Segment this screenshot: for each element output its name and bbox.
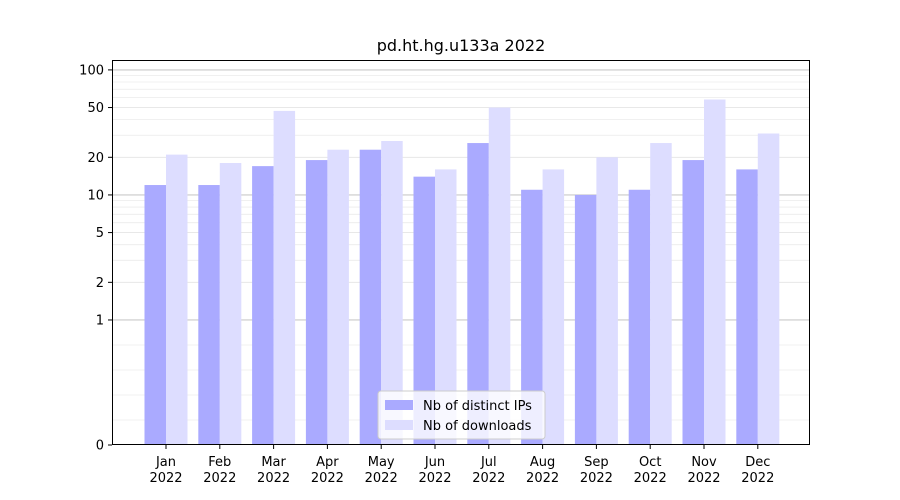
x-tick-label-month: Jul (480, 455, 497, 470)
x-tick-label-year: 2022 (580, 471, 613, 486)
legend-swatch (385, 400, 413, 410)
x-tick-label-month: Aug (530, 455, 555, 470)
x-tick-label-year: 2022 (149, 471, 182, 486)
x-tick-label-month: Jun (424, 455, 445, 470)
x-tick-label-year: 2022 (365, 471, 398, 486)
bar-distinct-ips (467, 143, 489, 445)
bar-downloads (596, 157, 618, 445)
y-tick-label: 10 (87, 188, 104, 203)
legend: Nb of distinct IPs Nb of downloads (377, 390, 546, 440)
bar-distinct-ips (574, 194, 597, 445)
x-tick-label-year: 2022 (472, 471, 505, 486)
x-tick-label-year: 2022 (526, 471, 559, 486)
bar-distinct-ips (198, 185, 220, 445)
y-tick-label: 50 (87, 101, 104, 116)
x-tick-label-month: May (368, 455, 395, 470)
x-tick-label-year: 2022 (418, 471, 451, 486)
bar-distinct-ips (736, 169, 758, 445)
bar-distinct-ips (305, 160, 328, 445)
bar-distinct-ips (521, 189, 543, 445)
chart-title: pd.ht.hg.u133a 2022 (377, 36, 546, 55)
bar-distinct-ips (359, 149, 382, 446)
x-tick-label-month: Apr (316, 455, 339, 470)
x-tick-label-year: 2022 (687, 471, 720, 486)
x-tick-label-year: 2022 (311, 471, 344, 486)
y-tick-label: 0 (96, 439, 104, 454)
y-tick-label: 20 (87, 151, 104, 166)
bar-downloads (488, 107, 511, 446)
bar-downloads (381, 140, 403, 445)
bar-downloads (219, 163, 242, 445)
bar-distinct-ips (144, 185, 166, 445)
bar-downloads (273, 110, 296, 445)
bar-distinct-ips (413, 176, 435, 445)
x-tick-label-year: 2022 (257, 471, 290, 486)
bar-distinct-ips (628, 189, 651, 445)
x-tick-label-month: Dec (745, 455, 770, 470)
y-tick-label: 5 (96, 226, 104, 241)
x-tick-label-month: Oct (639, 455, 661, 470)
x-tick-label-year: 2022 (634, 471, 667, 486)
bar-downloads (435, 169, 457, 445)
legend-label: Nb of distinct IPs (423, 399, 532, 414)
bar-layer (144, 99, 780, 446)
x-tick-label-month: Sep (584, 455, 609, 470)
bar-downloads (757, 133, 780, 445)
bar-downloads (327, 149, 349, 446)
y-tick-label: 2 (96, 276, 104, 291)
bar-downloads (166, 154, 188, 446)
x-tick-label-year: 2022 (741, 471, 774, 486)
x-tick-label-month: Mar (261, 455, 286, 470)
y-axis: 0 1 2 5 10 20 50 100 (79, 63, 112, 454)
x-tick-label-month: Jan (155, 455, 176, 470)
bar-downloads (542, 169, 565, 445)
x-tick-label-month: Nov (691, 455, 717, 470)
legend-label: Nb of downloads (423, 419, 532, 434)
legend-box (377, 390, 546, 440)
y-tick-label: 100 (79, 63, 104, 78)
x-axis: Jan2022Feb2022Mar2022Apr2022May2022Jun20… (149, 445, 774, 486)
bar-distinct-ips (252, 166, 274, 445)
legend-swatch (385, 420, 413, 430)
plot-frame (112, 60, 810, 445)
y-tick-label: 1 (96, 313, 104, 328)
bar-downloads (650, 143, 672, 445)
x-tick-label-year: 2022 (203, 471, 236, 486)
x-tick-label-month: Feb (208, 455, 231, 470)
bar-distinct-ips (682, 160, 704, 445)
bar-downloads (704, 99, 726, 446)
